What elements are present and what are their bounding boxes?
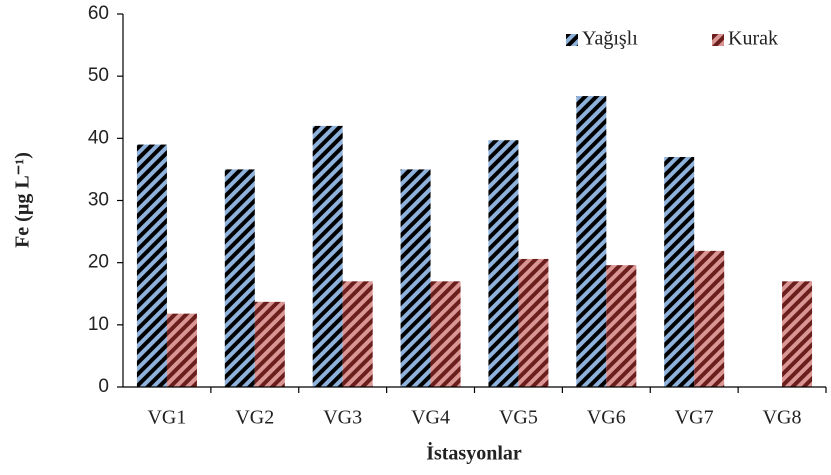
bar bbox=[488, 140, 519, 387]
y-axis-label: Fe (µg L⁻¹) bbox=[12, 152, 34, 248]
y-tick-label: 60 bbox=[88, 3, 109, 24]
y-tick-label: 50 bbox=[88, 65, 109, 86]
legend-swatch bbox=[712, 34, 724, 46]
bar bbox=[430, 281, 461, 387]
bar bbox=[136, 144, 167, 387]
y-tick-label: 40 bbox=[88, 127, 109, 148]
y-tick-label: 10 bbox=[88, 314, 109, 335]
bar bbox=[606, 265, 637, 387]
bar bbox=[400, 169, 431, 387]
x-tick-label: VG6 bbox=[587, 407, 626, 429]
bar bbox=[518, 258, 549, 387]
legend-label: Kurak bbox=[728, 28, 778, 50]
y-tick-label: 20 bbox=[88, 252, 109, 273]
y-tick-label: 30 bbox=[88, 190, 109, 211]
legend-label: Yağışlı bbox=[582, 28, 638, 50]
bar bbox=[694, 250, 725, 387]
bar bbox=[664, 156, 695, 387]
x-tick-label: VG5 bbox=[499, 407, 538, 429]
bar bbox=[166, 313, 197, 387]
y-tick-label: 0 bbox=[98, 376, 109, 397]
legend-swatch bbox=[566, 34, 578, 46]
bar bbox=[782, 281, 813, 387]
x-tick-label: VG3 bbox=[323, 407, 362, 429]
bar bbox=[342, 281, 373, 387]
x-tick-label: VG7 bbox=[675, 407, 714, 429]
x-tick-label: VG1 bbox=[147, 407, 186, 429]
x-axis-label: İstasyonlar bbox=[426, 441, 522, 465]
x-tick-label: VG4 bbox=[411, 407, 450, 429]
bar bbox=[312, 125, 343, 388]
bar bbox=[576, 96, 607, 387]
x-tick-label: VG2 bbox=[235, 407, 274, 429]
bar bbox=[224, 169, 255, 387]
x-tick-label: VG8 bbox=[763, 407, 802, 429]
bar bbox=[254, 301, 285, 387]
